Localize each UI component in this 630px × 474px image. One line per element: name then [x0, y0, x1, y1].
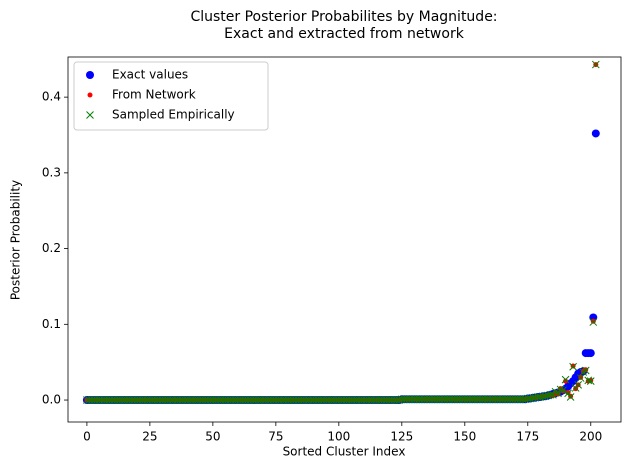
point [566, 393, 575, 401]
legend-marker [87, 92, 93, 98]
x-tick-label: 125 [390, 430, 413, 444]
legend-marker [86, 111, 94, 119]
point [561, 375, 570, 384]
x-tick-label: 175 [516, 430, 539, 444]
legend-label: Exact values [112, 68, 188, 82]
legend-label: Sampled Empirically [112, 108, 235, 122]
chart-title: Exact and extracted from network [224, 26, 465, 42]
point [578, 374, 584, 380]
point [581, 366, 590, 375]
legend-label: From Network [112, 88, 196, 102]
y-tick-label: 0.0 [42, 393, 61, 407]
point [554, 389, 562, 398]
point [564, 389, 572, 398]
x-tick-label: 200 [579, 430, 602, 444]
legend-box [73, 61, 269, 131]
point [563, 378, 569, 384]
point [570, 363, 576, 369]
x-axis-label: Sorted Cluster Index [283, 445, 406, 459]
point [589, 318, 598, 326]
point [586, 349, 595, 358]
x-tick-label: 25 [142, 430, 157, 444]
y-axis-label: Posterior Probability [9, 180, 23, 300]
y-tick-label: 0.2 [42, 241, 61, 255]
x-tick-label: 50 [205, 430, 220, 444]
x-tick-label: 0 [83, 430, 91, 444]
point [576, 374, 585, 382]
point [573, 386, 579, 392]
point [569, 362, 577, 371]
point [559, 386, 567, 395]
point [591, 129, 600, 138]
y-tick-label: 0.4 [42, 90, 61, 104]
x-tick-label: 150 [453, 430, 476, 444]
point [588, 377, 594, 383]
chart-title: Cluster Posterior Probabilites by Magnit… [190, 9, 497, 25]
point [591, 60, 600, 69]
x-tick-label: 75 [268, 430, 283, 444]
plot-frame [67, 56, 622, 423]
point [556, 385, 565, 394]
point [584, 376, 593, 385]
point [565, 389, 571, 395]
point [541, 392, 550, 401]
point [574, 381, 583, 389]
point [546, 390, 555, 399]
x-tick-label: 100 [327, 430, 350, 444]
y-tick-label: 0.3 [42, 165, 61, 179]
y-tick-label: 0.1 [42, 317, 61, 331]
point [560, 388, 566, 394]
legend-marker [86, 71, 94, 79]
point [586, 377, 595, 385]
point [590, 318, 596, 324]
